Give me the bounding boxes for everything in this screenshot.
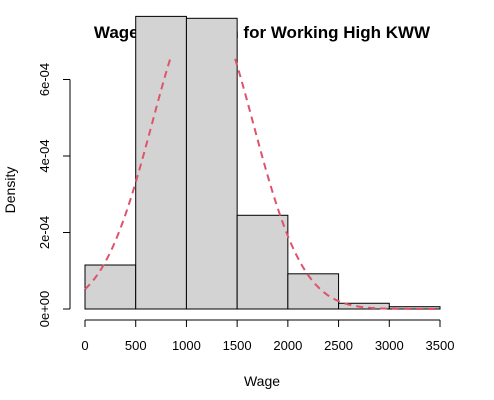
x-tick-label-0: 0 xyxy=(81,338,88,353)
x-tick-label-2: 1000 xyxy=(172,338,201,353)
histogram-bar-6 xyxy=(388,306,441,310)
y-tick-label-0: 0e+00 xyxy=(37,291,52,328)
histogram-bar-3 xyxy=(236,214,289,310)
histogram-bar-2 xyxy=(185,17,238,310)
curve-layer xyxy=(84,58,440,310)
x-axis-label: Wage xyxy=(244,373,280,389)
density-curve-segment-1 xyxy=(234,58,440,310)
y-tick-label-1: 2e-04 xyxy=(37,216,52,249)
x-tick-label-6: 3000 xyxy=(375,338,404,353)
y-tick-label-2: 4e-04 xyxy=(37,139,52,172)
y-axis: 0e+00 2e-04 4e-04 6e-04 xyxy=(37,63,71,328)
x-tick-label-3: 1500 xyxy=(223,338,252,353)
x-tick-label-5: 2500 xyxy=(324,338,353,353)
x-tick-label-1: 500 xyxy=(125,338,147,353)
y-tick-label-3: 6e-04 xyxy=(37,63,52,96)
x-axis: 0 500 1000 1500 2000 2500 3000 3500 xyxy=(81,319,455,353)
bars-layer xyxy=(84,15,441,310)
histogram-bar-1 xyxy=(135,15,187,310)
x-tick-label-4: 2000 xyxy=(273,338,302,353)
density-curve-segment-0 xyxy=(84,58,172,290)
histogram-bar-4 xyxy=(287,273,340,310)
histogram-bar-0 xyxy=(84,264,137,310)
x-tick-label-7: 3500 xyxy=(426,338,455,353)
histogram-bar-5 xyxy=(338,302,390,310)
y-axis-label: Density xyxy=(2,167,18,214)
